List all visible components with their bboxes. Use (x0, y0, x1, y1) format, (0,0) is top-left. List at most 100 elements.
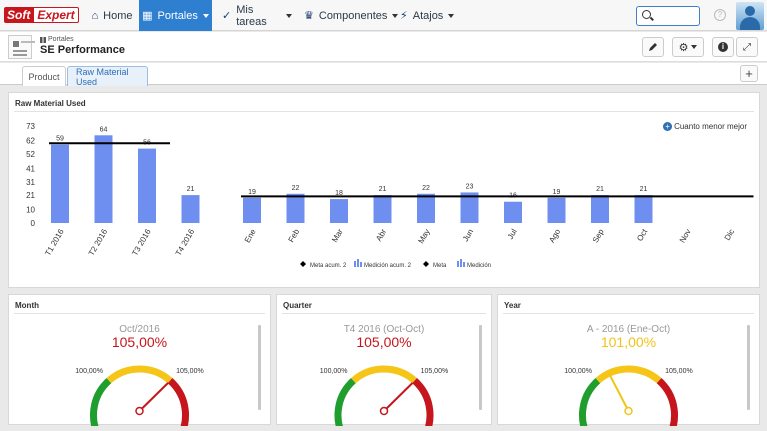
bar (547, 197, 566, 223)
lightning-icon: ⚡ (400, 10, 408, 22)
breadcrumb-label: Portales (48, 36, 74, 43)
gauge-tick-label: 105,00% (421, 368, 449, 375)
gauge-pivot (624, 406, 633, 416)
info-button[interactable]: i (712, 37, 734, 57)
data-label: 21 (640, 186, 648, 193)
divider (14, 313, 265, 314)
legend-swatch-line (423, 261, 429, 267)
scrollbar[interactable] (479, 325, 482, 410)
chevron-down-icon (691, 45, 698, 49)
gauge-band-red (656, 378, 678, 426)
data-label: 21 (596, 186, 604, 193)
legend-swatch-bar (460, 259, 462, 267)
edit-button[interactable] (642, 37, 664, 57)
gauge-panel-title: Quarter (283, 301, 312, 310)
gauge-value: 105,00% (112, 334, 167, 350)
expand-icon: ⤢ (743, 41, 751, 53)
bar (138, 148, 156, 223)
avatar-body (740, 17, 760, 30)
x-tick-label: T2 2016 (87, 227, 110, 257)
gauge-widget-month: Month Oct/2016105,00%95,00%100,00%105,00… (8, 294, 271, 426)
gauge-band-red (412, 378, 434, 426)
breadcrumb[interactable]: Portales (40, 36, 74, 43)
expand-button[interactable]: ⤢ (736, 37, 758, 57)
gauge-year: A - 2016 (Ene-Oct)101,00%95,00%100,00%10… (564, 324, 750, 426)
gauge-needle (609, 375, 630, 412)
data-label: 64 (100, 126, 108, 133)
gauge-band-yellow (351, 365, 417, 384)
avatar[interactable] (736, 2, 764, 30)
scrollbar[interactable] (747, 325, 750, 410)
gauge-band-yellow (595, 365, 662, 384)
x-tick-label: T3 2016 (130, 227, 153, 257)
y-tick-label: 73 (26, 122, 35, 131)
gauge-pivot (135, 406, 144, 416)
nav-mis-tareas[interactable]: ✓ Mis tareas (222, 0, 292, 31)
bar (243, 197, 261, 223)
settings-button[interactable]: ⚙ (672, 37, 704, 57)
nav-atajos-label: Atajos (412, 9, 444, 22)
bar (417, 193, 435, 223)
tab-raw-material-used[interactable]: Raw Material Used (67, 66, 148, 87)
nav-portales-label: Portales (157, 9, 198, 22)
tab-product[interactable]: Product (22, 66, 66, 86)
legend-label: Medición acum. 2 (364, 263, 412, 269)
y-tick-label: 10 (26, 206, 35, 215)
scrollbar[interactable] (258, 325, 261, 410)
gauge-period: A - 2016 (Ene-Oct) (587, 324, 670, 335)
divider (282, 313, 486, 314)
nav-portales[interactable]: ▦ Portales (139, 0, 212, 31)
data-label: 23 (466, 183, 474, 190)
bar (51, 144, 69, 223)
bar (591, 195, 609, 223)
divider (503, 313, 754, 314)
pencil-icon (649, 43, 657, 51)
gauge-widget-quarter: Quarter T4 2016 (Oct-Oct)105,00%95,00%10… (276, 294, 492, 426)
gear-icon: ⚙ (678, 41, 689, 54)
gauge-needle (138, 382, 169, 412)
chart-widget-title: Raw Material Used (15, 99, 86, 108)
bar (373, 195, 392, 223)
y-tick-label: 0 (31, 219, 36, 228)
chevron-down-icon (202, 13, 209, 18)
nav-home[interactable]: ⌂ Home (86, 0, 138, 31)
softexpert-logo[interactable]: Soft Expert (4, 6, 79, 24)
tab-raw-material-label: Raw Material Used (76, 66, 129, 87)
logo-part2: Expert (33, 7, 79, 23)
y-tick-label: 41 (26, 165, 35, 174)
add-tab-button[interactable]: + (740, 65, 758, 82)
legend-label: Meta (433, 263, 447, 269)
info-icon: i (718, 42, 728, 52)
gauge-panel-title: Month (15, 301, 39, 310)
data-label: 19 (553, 189, 561, 196)
legend-swatch-bar (463, 262, 465, 267)
nav-atajos[interactable]: ⚡ Atajos (400, 0, 455, 31)
x-tick-label: Abr (374, 227, 388, 243)
data-label: 19 (248, 189, 256, 196)
lower-is-better-note: + Cuanto menor mejor (663, 122, 747, 131)
logo-part1: Soft (4, 7, 34, 23)
bar (330, 199, 348, 223)
y-tick-label: 52 (26, 150, 35, 159)
chevron-down-icon (392, 13, 399, 18)
x-tick-label: May (416, 228, 431, 246)
x-tick-label: T4 2016 (174, 227, 197, 257)
gauge-period: T4 2016 (Oct-Oct) (344, 324, 425, 335)
legend-swatch-bar (360, 262, 362, 267)
bar (460, 192, 479, 223)
check-icon: ✓ (222, 10, 232, 22)
trophy-icon: ♛ (304, 10, 314, 22)
legend-swatch-line (300, 261, 306, 267)
help-icon[interactable]: ? (714, 9, 726, 21)
gauge-band-red (167, 378, 189, 426)
legend-label: Meta acum. 2 (310, 263, 347, 269)
tab-product-label: Product (28, 71, 60, 82)
gauge-widget-year: Year A - 2016 (Ene-Oct)101,00%95,00%100,… (497, 294, 760, 426)
document-icon (8, 35, 32, 59)
search-input[interactable] (636, 6, 700, 26)
bar (181, 195, 200, 223)
tabs-bar: Product Raw Material Used + (0, 63, 767, 87)
nav-componentes[interactable]: ♛ Componentes (304, 0, 399, 31)
chevron-down-icon (286, 13, 292, 18)
x-tick-label: Feb (287, 227, 302, 244)
